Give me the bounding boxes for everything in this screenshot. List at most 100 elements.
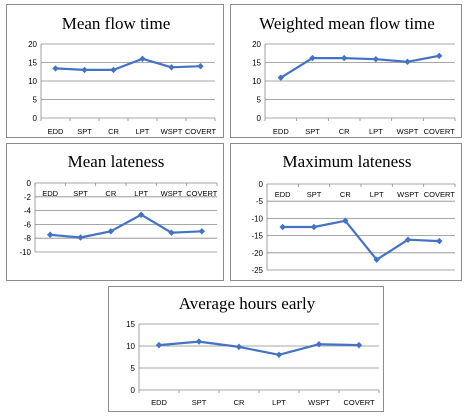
chart-panel-weighted-mean-flow-time: Weighted mean flow time 0 5 10 15 20 EDD SPT CR L… (230, 4, 462, 138)
series-line (158, 340, 360, 356)
y-tick-label: 0 (27, 179, 32, 188)
data-point (315, 341, 323, 348)
y-tick-label: -10 (19, 248, 31, 257)
y-tick-label: -20 (251, 249, 263, 258)
y-tick-label: -10 (251, 214, 263, 223)
y-tick-label: 0 (259, 180, 264, 189)
category-label: LPT (370, 190, 384, 199)
category-label: COVERT (185, 127, 217, 136)
y-tick-label: 15 (126, 320, 135, 329)
data-point (342, 217, 349, 225)
chart-title: Mean flow time (62, 14, 171, 33)
y-tick-label: 15 (252, 59, 261, 68)
series-line (55, 57, 201, 72)
chart-panel-mean-flow-time: Mean flow time 0 5 10 15 20 EDD SPT CR LPT WSPT COV… (6, 4, 224, 138)
category-label: COVERT (186, 189, 218, 198)
data-point (372, 55, 380, 63)
data-point (198, 228, 206, 235)
category-label: WSPT (161, 189, 183, 198)
y-tick-label: 0 (257, 114, 262, 123)
data-point (279, 223, 286, 231)
y-tick-label: -6 (24, 220, 32, 229)
category-label: COVERT (424, 127, 456, 136)
category-label: CR (108, 127, 119, 136)
y-tick-label: 5 (33, 96, 38, 105)
series-line (280, 54, 440, 79)
data-point (340, 54, 348, 62)
chart-title: Weighted mean flow time (259, 14, 435, 33)
y-tick-label: 20 (252, 40, 261, 49)
y-tick-label: 20 (28, 40, 37, 49)
category-label: SPT (192, 398, 207, 407)
data-point (435, 52, 443, 60)
chart-title: Mean lateness (68, 152, 165, 171)
category-label: SPT (307, 190, 322, 199)
data-point (195, 338, 203, 345)
category-label: CR (339, 127, 350, 136)
y-tick-label: 15 (28, 59, 37, 68)
y-tick-label: 5 (131, 364, 136, 373)
category-label: LPT (369, 127, 383, 136)
y-tick-label: 10 (126, 342, 135, 351)
chart-svg: Mean flow time 0 5 10 15 20 EDD SPT CR LPT WSPT COV… (28, 14, 217, 136)
data-point (436, 237, 443, 245)
series-line (282, 219, 440, 261)
chart-svg: Average hours early 0 5 10 15 EDD SPT CR LPT WSPT… (126, 294, 380, 407)
category-label: EDD (275, 190, 291, 199)
y-tick-label: 0 (131, 386, 136, 395)
data-point (197, 63, 204, 70)
data-point (81, 66, 88, 74)
category-label: EDD (48, 127, 64, 136)
chart-panel-mean-lateness: Mean lateness -10 -8 -6 -4 -2 0 EDD SPT CR LPT WSPT… (6, 143, 224, 281)
category-label: WSPT (308, 398, 330, 407)
category-label: COVERT (424, 190, 456, 199)
data-point (275, 351, 283, 358)
y-tick-label: 10 (252, 77, 261, 86)
chart-panel-average-hours-early: Average hours early 0 5 10 15 EDD SPT CR LPT WSPT… (108, 286, 384, 412)
y-tick-label: -2 (24, 193, 32, 202)
category-label: LPT (136, 127, 150, 136)
data-point (277, 74, 285, 81)
chart-title: Maximum lateness (283, 152, 412, 171)
series-line (50, 213, 202, 239)
data-point (404, 58, 411, 65)
category-label: WSPT (397, 127, 419, 136)
y-tick-label: -8 (24, 234, 32, 243)
category-label: CR (234, 398, 245, 407)
chart-panel-maximum-lateness: Maximum lateness -25 -20 -15 -10 -5 0 EDD SPT CR L… (230, 143, 462, 281)
data-point (155, 341, 163, 349)
category-label: WSPT (161, 127, 183, 136)
category-label: LPT (134, 189, 148, 198)
data-point (404, 236, 412, 243)
y-tick-label: -4 (24, 207, 32, 216)
data-point (309, 54, 316, 62)
data-point (139, 55, 146, 62)
y-tick-label: 10 (28, 77, 37, 86)
data-point (110, 66, 117, 74)
category-label: LPT (272, 398, 286, 407)
data-point (46, 231, 54, 238)
data-point (52, 65, 59, 72)
category-label: SPT (73, 189, 88, 198)
category-label: CR (340, 190, 351, 199)
y-tick-label: 0 (33, 114, 38, 123)
category-label: CR (105, 189, 116, 198)
data-point (107, 228, 115, 235)
data-point (355, 341, 363, 349)
data-point (373, 256, 380, 263)
category-label: WSPT (397, 190, 419, 199)
chart-svg: Maximum lateness -25 -20 -15 -10 -5 0 EDD SPT CR L… (251, 152, 456, 275)
category-label: EDD (151, 398, 167, 407)
chart-title: Average hours early (179, 294, 316, 313)
y-tick-label: 5 (257, 96, 262, 105)
chart-svg: Mean lateness -10 -8 -6 -4 -2 0 EDD SPT CR LPT WSPT… (19, 152, 218, 257)
y-tick-label: -15 (251, 232, 263, 241)
data-point (235, 343, 243, 351)
category-label: COVERT (343, 398, 375, 407)
chart-svg: Weighted mean flow time 0 5 10 15 20 EDD SPT CR L… (252, 14, 456, 136)
data-point (168, 64, 175, 71)
data-point (310, 223, 318, 231)
data-point (77, 234, 84, 241)
y-tick-label: -25 (251, 266, 263, 275)
category-label: SPT (305, 127, 320, 136)
